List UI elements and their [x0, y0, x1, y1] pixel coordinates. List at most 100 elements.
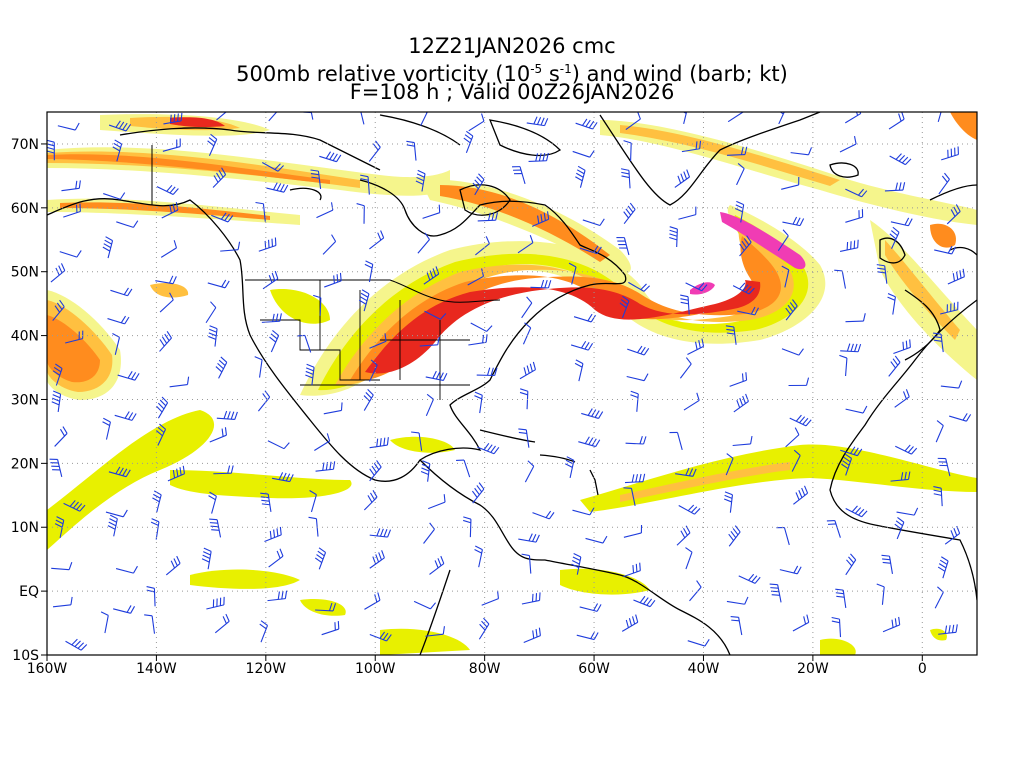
wind-barb [102, 236, 114, 259]
wind-barb [254, 356, 263, 378]
wind-barb [726, 596, 749, 605]
wind-barb [310, 169, 322, 190]
wind-barb [532, 510, 555, 520]
wind-barb [308, 516, 319, 537]
wind-barb [257, 390, 271, 412]
wind-barb [623, 202, 636, 225]
wind-barb [211, 212, 234, 223]
wind-barb [876, 264, 888, 284]
wind-barb [876, 583, 885, 605]
wind-barb [621, 614, 639, 632]
wind-barb [107, 315, 130, 325]
wind-barb [150, 518, 160, 540]
wind-barb [102, 417, 111, 440]
wind-barb [108, 466, 131, 478]
wind-barb [51, 561, 73, 571]
wind-barb [519, 361, 537, 380]
wind-barb [169, 376, 190, 388]
wind-barb [937, 112, 942, 122]
wind-barb [323, 402, 343, 415]
wind-barb [324, 272, 342, 288]
wind-barb [791, 449, 801, 472]
title-line-2-mid: s [542, 62, 560, 86]
wind-barb [296, 334, 312, 353]
wind-barb [315, 602, 337, 612]
wind-barb [262, 161, 284, 172]
wind-barb [575, 165, 586, 188]
wind-barb [790, 147, 813, 156]
wind-barb [100, 611, 109, 634]
wind-barb [112, 333, 121, 355]
title-line-2-prefix: 500mb relative vorticity (10 [236, 62, 531, 86]
wind-barb [156, 423, 167, 446]
lon-tick-label: 80W [469, 661, 501, 677]
wind-barb [881, 554, 894, 574]
wind-barb [420, 460, 431, 482]
wind-barb [314, 547, 327, 570]
lon-tick-label: 100W [355, 661, 396, 677]
wind-barb [152, 490, 162, 513]
wind-barb [888, 355, 901, 377]
wind-barb [826, 520, 841, 538]
wind-barb [61, 180, 81, 192]
wind-barb [51, 390, 62, 413]
wind-barb [163, 112, 183, 125]
wind-barb [689, 580, 702, 602]
lon-tick-label: 120W [246, 661, 287, 677]
wind-barb [627, 345, 650, 356]
lat-tick-label: 20N [11, 456, 39, 472]
wind-barb [845, 313, 866, 323]
wind-barb [887, 293, 896, 315]
wind-barb [628, 281, 650, 292]
wind-barb [425, 626, 445, 637]
wind-barb [519, 388, 529, 410]
wind-barb [839, 136, 857, 153]
wind-barb [625, 112, 641, 131]
wind-barb [50, 263, 66, 283]
wind-barb [47, 139, 55, 161]
wind-barb [207, 279, 230, 289]
wind-barb [839, 354, 848, 377]
wind-barb [477, 442, 500, 455]
wind-barb [574, 359, 584, 382]
wind-barb [415, 169, 426, 192]
wind-barb [115, 565, 138, 574]
wind-barb [782, 216, 805, 227]
vorticity-shading [47, 112, 977, 655]
wind-barb [579, 603, 602, 612]
wind-barb [167, 465, 186, 482]
wind-barb [933, 332, 944, 353]
wind-barb [578, 436, 601, 448]
wind-barb [305, 363, 315, 386]
wind-barb [303, 112, 314, 120]
wind-barb [792, 614, 810, 632]
wind-barb [113, 605, 136, 614]
wind-barb [474, 391, 483, 414]
wind-barb [315, 461, 336, 472]
lat-tick-label: 30N [11, 392, 39, 408]
title-exponent-1: -5 [530, 62, 543, 76]
wind-barb [776, 527, 790, 546]
wind-barb [788, 377, 810, 387]
wind-barb [685, 547, 693, 570]
wind-barb [777, 229, 789, 252]
wind-barb [729, 372, 748, 387]
wind-barb [313, 294, 322, 316]
wind-barb [369, 359, 378, 382]
wind-barb [734, 200, 745, 223]
wind-barb [65, 638, 88, 651]
wind-barb [781, 176, 800, 190]
wind-barb [165, 555, 181, 576]
wind-barb [523, 627, 541, 643]
wind-barb [669, 431, 683, 451]
wind-barb [625, 436, 647, 445]
wind-barb [518, 533, 540, 543]
wind-barb [944, 525, 961, 545]
wind-barb [269, 330, 280, 353]
wind-barb [59, 250, 82, 258]
wind-barb [474, 545, 483, 568]
wind-barb [368, 140, 381, 162]
wind-barb [889, 226, 900, 249]
wind-barb [52, 363, 63, 386]
wind-barb [890, 217, 913, 227]
